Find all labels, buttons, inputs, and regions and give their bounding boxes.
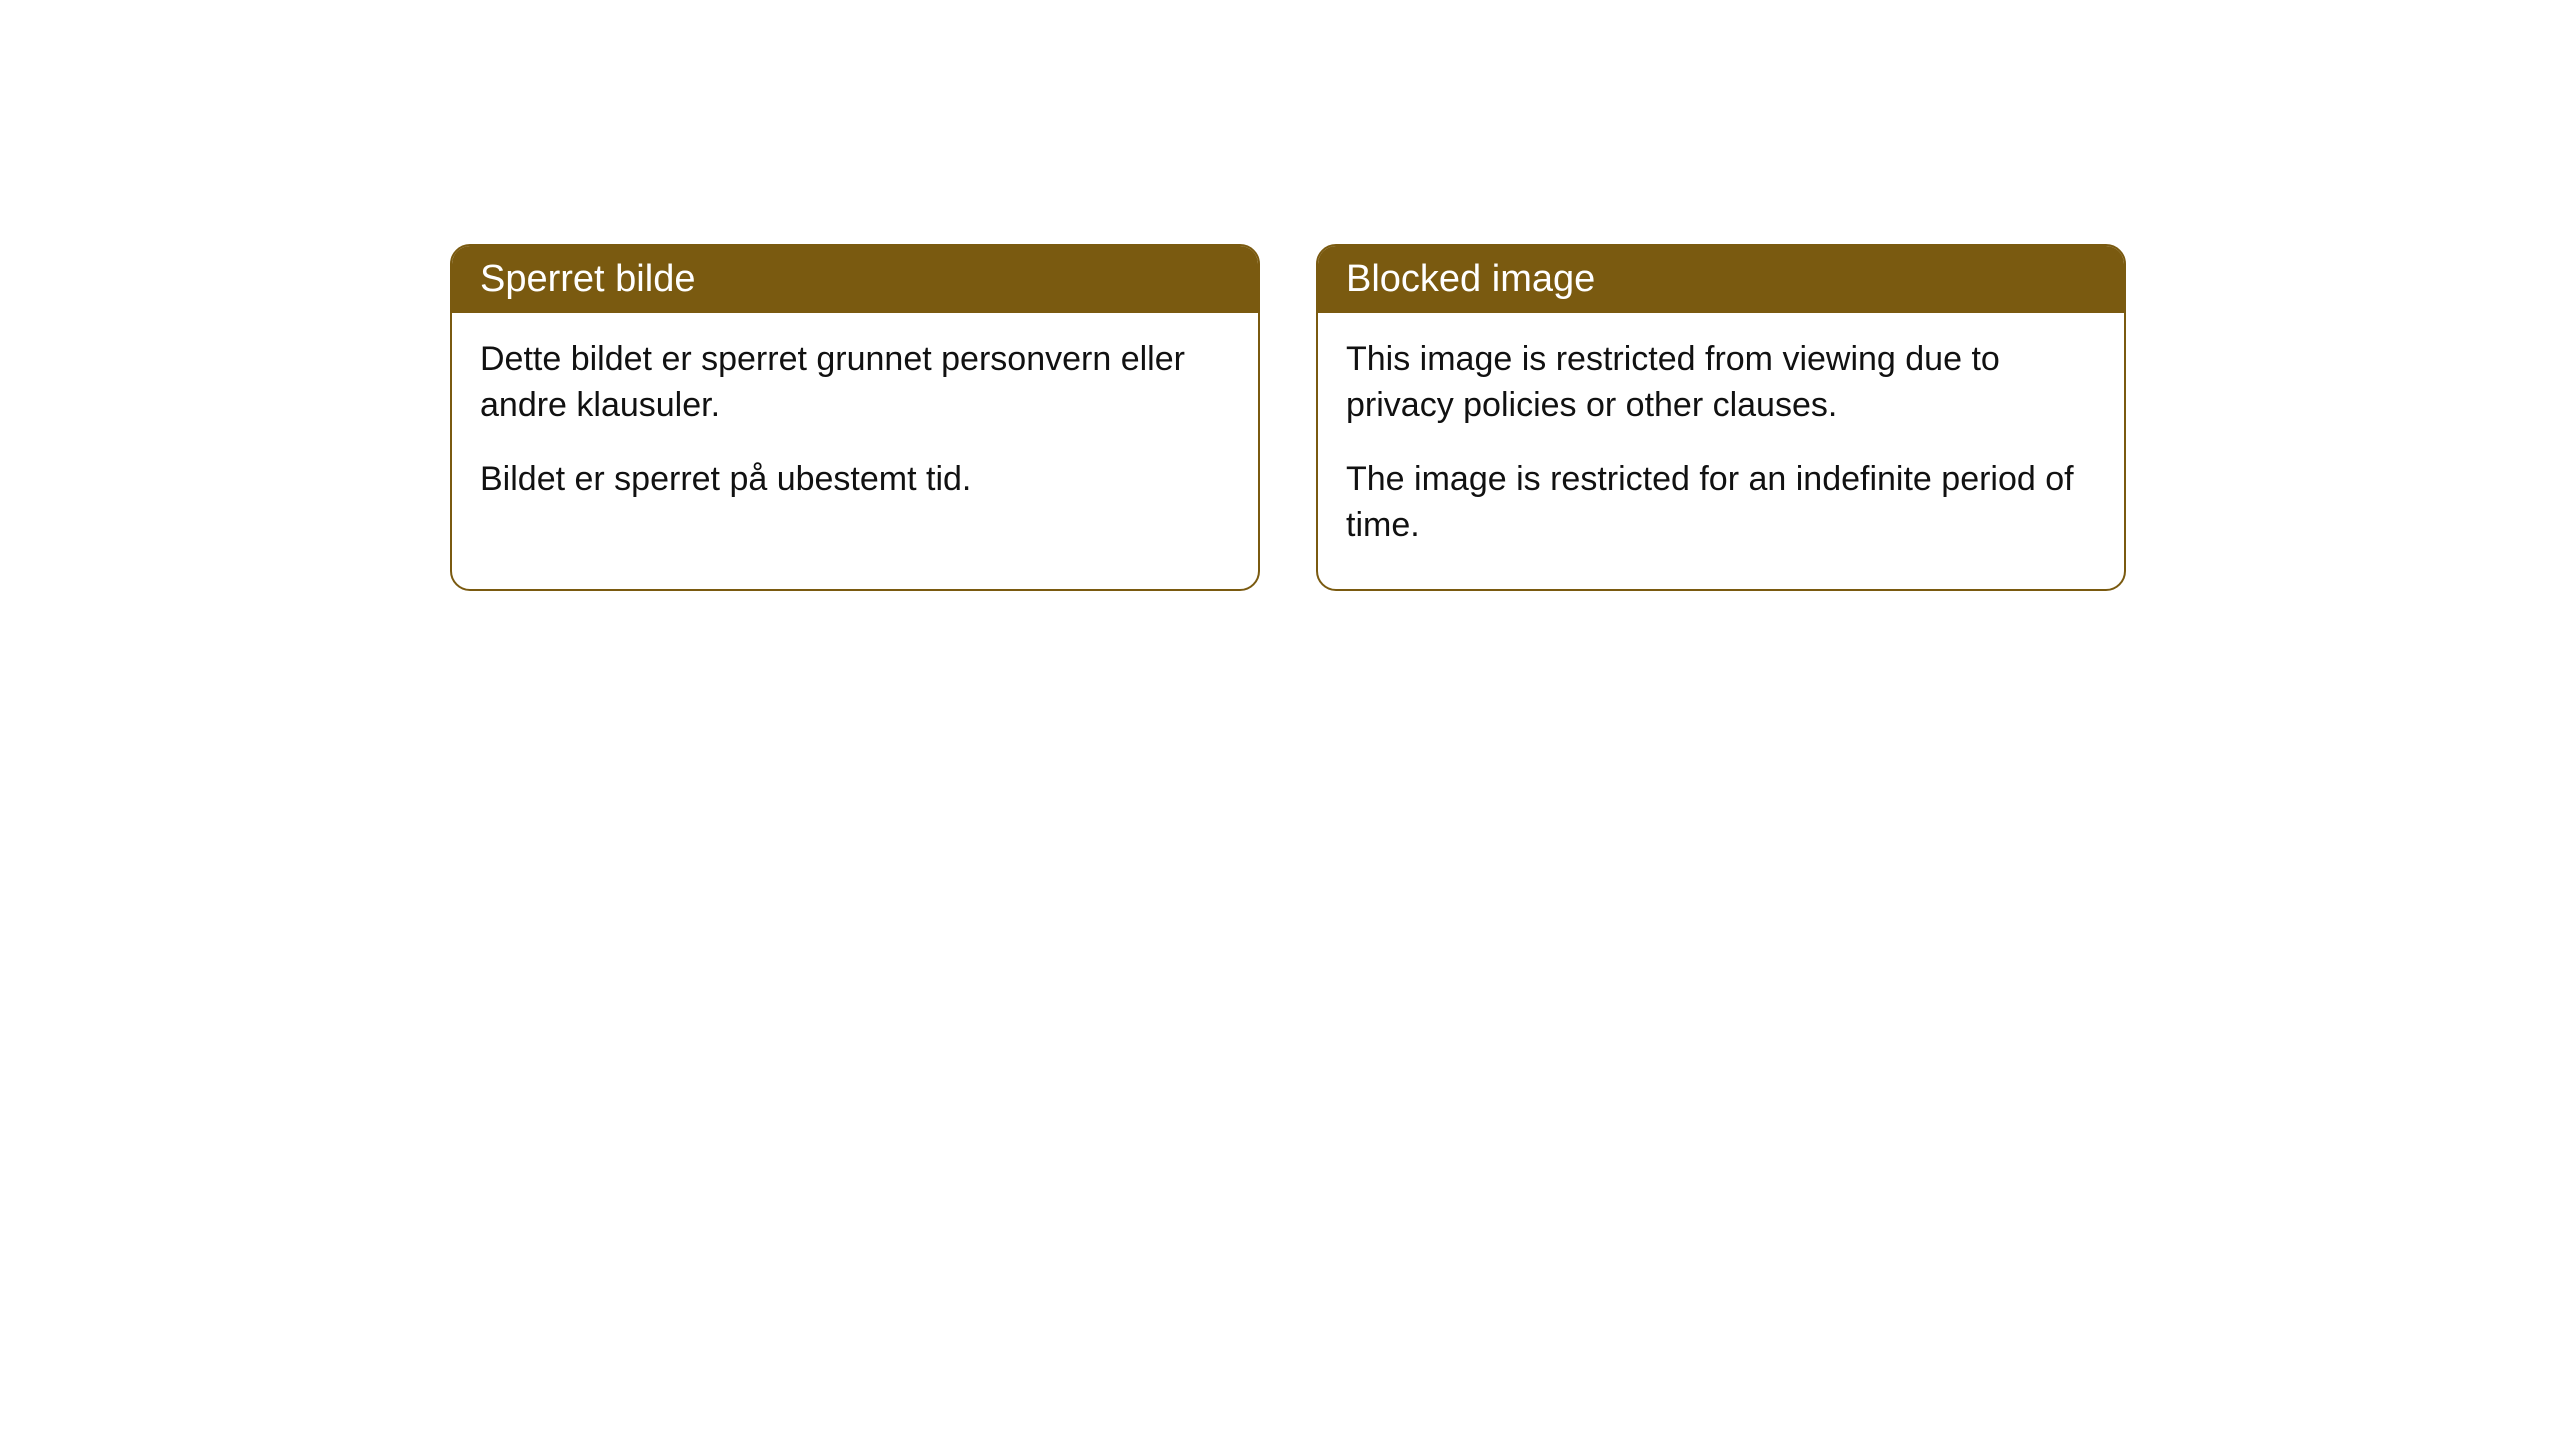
card-body: Dette bildet er sperret grunnet personve… — [452, 313, 1258, 543]
card-header: Blocked image — [1318, 246, 2124, 313]
notice-card-norwegian: Sperret bilde Dette bildet er sperret gr… — [450, 244, 1260, 591]
card-body: This image is restricted from viewing du… — [1318, 313, 2124, 589]
notice-container: Sperret bilde Dette bildet er sperret gr… — [450, 244, 2126, 591]
card-header: Sperret bilde — [452, 246, 1258, 313]
card-title: Blocked image — [1346, 258, 1595, 300]
card-title: Sperret bilde — [480, 258, 695, 300]
card-paragraph: Bildet er sperret på ubestemt tid. — [480, 457, 1230, 503]
notice-card-english: Blocked image This image is restricted f… — [1316, 244, 2126, 591]
card-paragraph: Dette bildet er sperret grunnet personve… — [480, 337, 1230, 429]
card-paragraph: The image is restricted for an indefinit… — [1346, 457, 2096, 549]
card-paragraph: This image is restricted from viewing du… — [1346, 337, 2096, 429]
